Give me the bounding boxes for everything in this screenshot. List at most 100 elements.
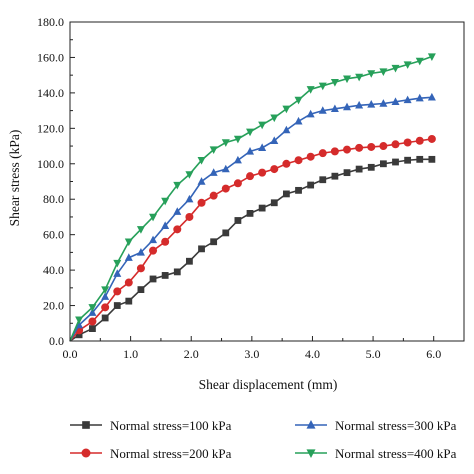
data-point — [246, 128, 255, 137]
legend-item: Normal stress=100 kPa — [70, 418, 232, 433]
data-point — [306, 109, 315, 118]
data-point — [136, 247, 145, 256]
data-point — [343, 145, 352, 154]
data-point — [173, 181, 182, 190]
data-point — [367, 100, 376, 108]
data-point — [101, 314, 109, 322]
data-point — [343, 169, 351, 177]
data-point — [318, 82, 327, 91]
y-tick-label: 60.0 — [43, 228, 64, 242]
data-point — [197, 177, 206, 185]
data-point — [234, 217, 242, 224]
data-point — [246, 210, 254, 217]
legend-marker — [306, 449, 316, 458]
data-point — [137, 286, 145, 294]
data-point — [330, 147, 339, 156]
data-point — [330, 79, 339, 87]
data-point — [185, 212, 194, 221]
data-point — [88, 308, 97, 316]
y-tick-label: 0.0 — [49, 334, 64, 348]
data-point — [428, 155, 436, 163]
data-point — [294, 96, 303, 105]
data-point — [173, 207, 182, 215]
data-point — [185, 194, 194, 203]
data-point — [355, 73, 364, 82]
data-point — [258, 143, 267, 152]
y-tick-label: 100.0 — [37, 157, 64, 171]
data-point — [149, 213, 158, 222]
x-tick-label: 2.0 — [184, 347, 199, 361]
data-point — [221, 184, 230, 193]
data-point — [89, 325, 96, 332]
y-tick-label: 40.0 — [43, 263, 64, 277]
data-point — [101, 292, 110, 300]
data-point — [367, 163, 375, 171]
y-tick-label: 160.0 — [37, 50, 64, 64]
data-point — [427, 53, 436, 61]
data-point — [209, 146, 218, 154]
data-point — [75, 331, 83, 339]
data-point — [355, 100, 364, 109]
data-point — [88, 317, 97, 326]
legend-label: Normal stress=200 kPa — [110, 446, 232, 461]
x-tick-label: 0.0 — [63, 347, 78, 361]
data-point — [415, 93, 424, 102]
y-axis-label: Shear stress (kPa) — [7, 130, 22, 227]
data-point — [125, 297, 133, 305]
data-point — [246, 146, 255, 155]
data-point — [391, 97, 400, 105]
data-point — [391, 64, 400, 73]
data-point — [258, 204, 266, 212]
data-point — [379, 142, 388, 151]
x-axis-label: Shear displacement (mm) — [199, 377, 338, 392]
data-point — [282, 159, 291, 168]
data-point — [355, 143, 364, 152]
legend-item: Normal stress=400 kPa — [295, 446, 457, 461]
y-tick-label: 20.0 — [43, 299, 64, 313]
data-point — [318, 149, 327, 158]
data-point — [221, 139, 230, 147]
data-point — [161, 237, 170, 246]
legend-item: Normal stress=300 kPa — [295, 418, 457, 433]
data-point — [209, 168, 218, 176]
data-point — [197, 157, 206, 165]
plot-frame — [69, 21, 465, 342]
data-point — [149, 246, 158, 255]
series-line — [69, 55, 433, 342]
data-point — [124, 278, 133, 287]
data-point — [343, 102, 352, 111]
data-point — [258, 168, 267, 177]
data-point — [124, 253, 133, 261]
data-point — [161, 272, 169, 279]
series-1 — [69, 155, 436, 342]
data-point — [246, 172, 255, 181]
x-tick-label: 6.0 — [426, 347, 441, 361]
series-layer — [69, 53, 436, 342]
data-point — [404, 156, 412, 164]
plot-area — [69, 21, 465, 342]
data-point — [295, 186, 302, 194]
data-point — [318, 106, 327, 114]
data-point — [331, 172, 339, 180]
legend-marker — [306, 420, 316, 429]
data-point — [379, 68, 388, 77]
data-point — [403, 61, 412, 69]
data-point — [233, 155, 242, 164]
series-line — [69, 138, 432, 342]
data-point — [75, 316, 84, 325]
data-point — [415, 136, 424, 145]
legend-label: Normal stress=300 kPa — [335, 418, 457, 433]
data-point — [270, 114, 279, 123]
data-point — [416, 155, 424, 163]
data-point — [88, 304, 97, 312]
data-point — [101, 286, 110, 295]
data-point — [197, 198, 206, 207]
data-point — [306, 86, 315, 94]
data-point — [294, 156, 303, 165]
data-point — [149, 275, 157, 283]
data-point — [282, 105, 291, 114]
data-point — [258, 121, 267, 130]
data-point — [392, 158, 399, 166]
data-point — [282, 190, 290, 198]
